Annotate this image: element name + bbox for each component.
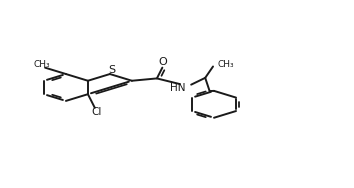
- Text: S: S: [108, 65, 115, 75]
- Text: O: O: [159, 58, 167, 67]
- Text: Cl: Cl: [91, 107, 102, 117]
- Text: CH₃: CH₃: [33, 60, 50, 69]
- Text: HN: HN: [170, 83, 186, 93]
- Text: CH₃: CH₃: [218, 60, 234, 69]
